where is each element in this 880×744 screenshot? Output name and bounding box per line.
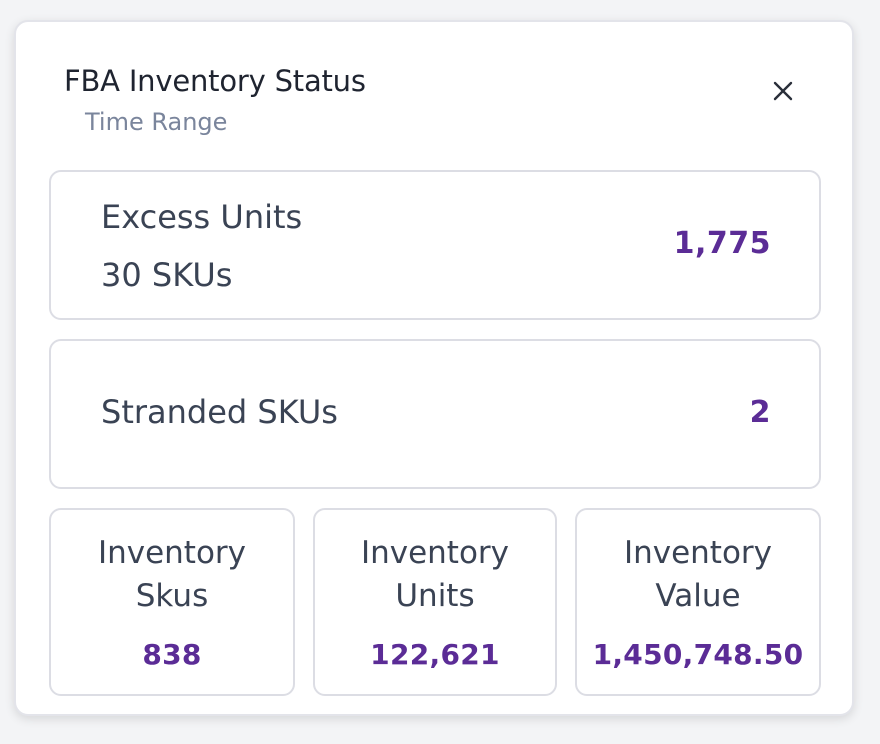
inventory-skus-value: 838 (142, 638, 202, 671)
close-icon (773, 81, 793, 101)
inventory-skus-label: Inventory Skus (97, 535, 247, 614)
inventory-units-value: 122,621 (370, 638, 500, 671)
time-range-label[interactable]: Time Range (85, 108, 228, 136)
inventory-units-label: Inventory Units (360, 535, 510, 614)
excess-units-label: Excess Units (101, 198, 303, 236)
inventory-status-card: FBA Inventory Status Time Range Excess U… (14, 20, 854, 716)
close-button[interactable] (766, 74, 800, 108)
inventory-units-tile[interactable]: Inventory Units 122,621 (313, 508, 557, 696)
stranded-skus-panel[interactable]: Stranded SKUs 2 (49, 339, 821, 489)
card-title: FBA Inventory Status (64, 64, 366, 98)
inventory-value-value: 1,450,748.50 (592, 638, 804, 671)
stranded-skus-value: 2 (749, 395, 771, 430)
excess-units-panel[interactable]: Excess Units 30 SKUs 1,775 (49, 170, 821, 320)
inventory-value-label: Inventory Value (623, 535, 773, 614)
excess-skus-count: 30 SKUs (101, 256, 233, 294)
inventory-value-tile[interactable]: Inventory Value 1,450,748.50 (575, 508, 821, 696)
excess-units-value: 1,775 (673, 226, 771, 261)
inventory-skus-tile[interactable]: Inventory Skus 838 (49, 508, 295, 696)
stranded-skus-label: Stranded SKUs (101, 393, 338, 431)
